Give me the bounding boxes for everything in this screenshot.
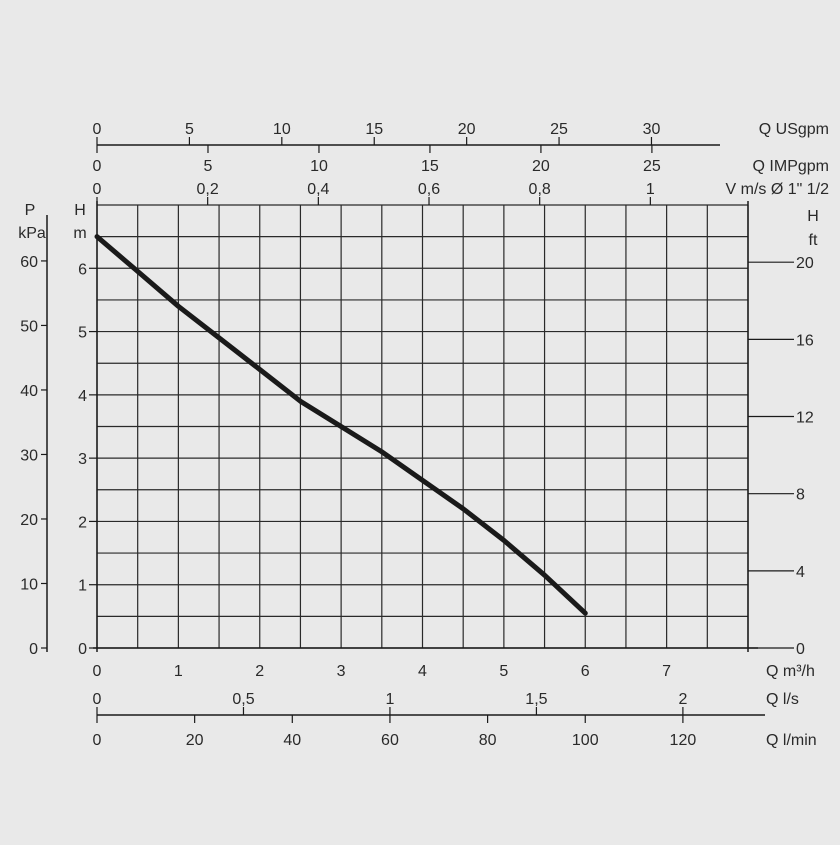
top-tick-label-usgpm: 30 [643, 121, 661, 138]
y-tick-label-h-m: 0 [78, 641, 87, 658]
top-tick-label-impgpm: 20 [532, 158, 550, 175]
x-tick-label-lmin: 20 [186, 732, 204, 749]
top-tick-label-impgpm: 10 [310, 158, 328, 175]
x-tick-label-lmin: 0 [93, 732, 102, 749]
top-tick-label-usgpm: 5 [185, 121, 194, 138]
y-tick-label-h-m: 3 [78, 451, 87, 468]
y-tick-label-h-m: 1 [78, 578, 87, 595]
top-tick-label-usgpm: 10 [273, 121, 291, 138]
top-tick-label-velocity: 0,6 [418, 181, 440, 198]
y-axis-h-ft-label-top: H [807, 208, 819, 225]
y-tick-label-kpa: 40 [20, 383, 38, 400]
x-tick-label-ls: 2 [678, 691, 687, 708]
top-tick-label-impgpm: 15 [421, 158, 439, 175]
top-axis-impgpm-label: Q IMPgpm [753, 158, 829, 175]
y-axis-h-m-label-bottom: m [73, 225, 86, 242]
x-tick-label-ls: 0,5 [232, 691, 254, 708]
y-tick-label-h-m: 4 [78, 388, 87, 405]
y-tick-label-kpa: 60 [20, 254, 38, 271]
pump-curve-series-line [94, 234, 588, 616]
y-axis-h-ft-label-bottom: ft [809, 232, 818, 249]
x-axis-m3h-label: Q m³/h [766, 663, 815, 680]
top-axis-velocity-label: V m/s Ø 1" 1/2 [726, 181, 830, 198]
x-tick-label-ls: 1 [385, 691, 394, 708]
x-tick-label-lmin: 100 [572, 732, 599, 749]
x-axis-lmin-label: Q l/min [766, 732, 817, 749]
top-tick-label-usgpm: 15 [365, 121, 383, 138]
top-tick-label-velocity: 0 [93, 181, 102, 198]
x-tick-label-lmin: 40 [283, 732, 301, 749]
x-tick-label-m3h: 4 [418, 663, 427, 680]
x-tick-label-m3h: 3 [337, 663, 346, 680]
y-tick-label-h-ft: 20 [796, 255, 814, 272]
x-tick-label-lmin: 120 [670, 732, 697, 749]
x-tick-label-m3h: 2 [255, 663, 264, 680]
y-tick-label-kpa: 20 [20, 512, 38, 529]
y-tick-label-h-ft: 8 [796, 487, 805, 504]
y-tick-label-h-m: 5 [78, 325, 87, 342]
top-tick-label-impgpm: 25 [643, 158, 661, 175]
x-tick-label-m3h: 0 [93, 663, 102, 680]
top-tick-label-velocity: 0,8 [529, 181, 551, 198]
top-tick-label-usgpm: 25 [550, 121, 568, 138]
y-tick-label-kpa: 10 [20, 576, 38, 593]
y-tick-label-h-m: 6 [78, 261, 87, 278]
y-tick-label-h-ft: 16 [796, 332, 814, 349]
x-tick-label-ls: 0 [93, 691, 102, 708]
top-tick-label-impgpm: 5 [204, 158, 213, 175]
y-tick-label-kpa: 0 [29, 641, 38, 658]
y-tick-label-kpa: 30 [20, 447, 38, 464]
top-tick-label-velocity: 0,2 [197, 181, 219, 198]
y-axis-kpa-label-bottom: kPa [18, 225, 46, 242]
y-tick-label-h-ft: 0 [796, 641, 805, 658]
top-tick-label-velocity: 1 [646, 181, 655, 198]
y-tick-label-h-ft: 4 [796, 564, 805, 581]
top-tick-label-velocity: 0,4 [307, 181, 329, 198]
top-tick-label-impgpm: 0 [93, 158, 102, 175]
x-tick-label-m3h: 5 [499, 663, 508, 680]
top-axis-usgpm-label: Q USgpm [759, 121, 829, 138]
x-tick-label-lmin: 60 [381, 732, 399, 749]
x-tick-label-lmin: 80 [479, 732, 497, 749]
y-tick-label-kpa: 50 [20, 318, 38, 335]
top-tick-label-usgpm: 0 [93, 121, 102, 138]
x-tick-label-m3h: 1 [174, 663, 183, 680]
y-axis-h-m-label-top: H [74, 202, 86, 219]
y-axis-kpa-label-top: P [25, 202, 36, 219]
x-axis-ls-label: Q l/s [766, 691, 799, 708]
x-tick-label-m3h: 6 [581, 663, 590, 680]
y-tick-label-h-ft: 12 [796, 410, 814, 427]
x-tick-label-ls: 1,5 [525, 691, 547, 708]
x-tick-label-m3h: 7 [662, 663, 671, 680]
y-tick-label-h-m: 2 [78, 514, 87, 531]
top-tick-label-usgpm: 20 [458, 121, 476, 138]
